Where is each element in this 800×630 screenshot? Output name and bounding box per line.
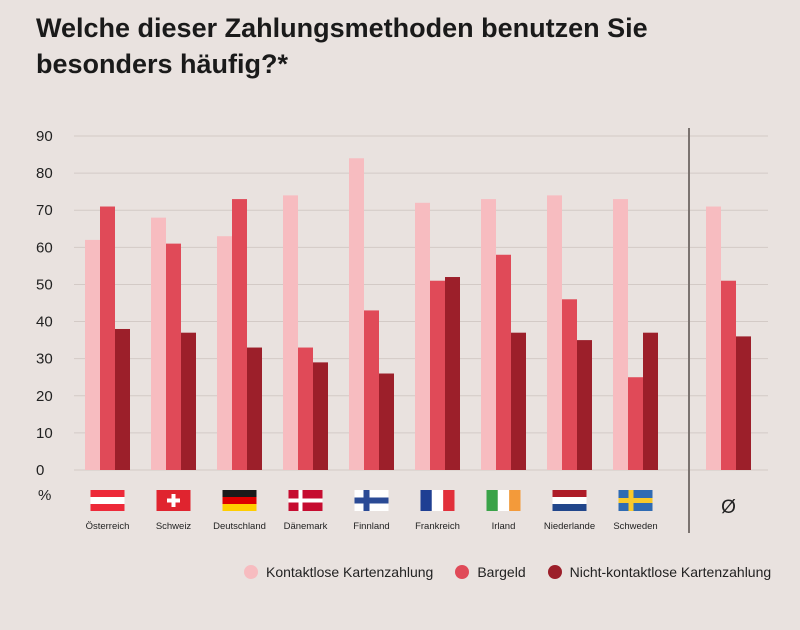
switzerland-flag bbox=[156, 490, 191, 511]
bar-bargeld bbox=[496, 254, 511, 470]
denmark-flag bbox=[288, 490, 323, 511]
y-tick-label: 30 bbox=[36, 351, 53, 368]
bar-kontaktlos bbox=[151, 217, 166, 470]
country-label: Schweiz bbox=[156, 521, 192, 532]
legend-swatch-bargeld bbox=[455, 565, 470, 579]
bar-bargeld bbox=[232, 199, 247, 471]
bar-bargeld bbox=[562, 299, 577, 470]
bar-nicht-kontaktlos bbox=[643, 332, 658, 470]
average-label: Ø bbox=[721, 497, 736, 518]
bar-kontaktlos bbox=[283, 195, 298, 470]
country-label: Irland bbox=[492, 521, 516, 532]
legend: Kontaktlose Kartenzahlung Bargeld Nicht-… bbox=[244, 564, 771, 580]
legend-label-nicht-kontaktlos: Nicht-kontaktlose Kartenzahlung bbox=[569, 564, 772, 580]
y-tick-label: 10 bbox=[36, 425, 53, 442]
austria-flag bbox=[90, 490, 125, 511]
bar-kontaktlos bbox=[613, 199, 628, 471]
bar-kontaktlos bbox=[349, 158, 364, 470]
legend-swatch-nicht-kontaktlos bbox=[547, 565, 562, 579]
y-axis-unit-label: % bbox=[38, 487, 51, 504]
bar-bargeld bbox=[100, 206, 115, 470]
bar-nicht-kontaktlos bbox=[247, 347, 262, 470]
legend-item-bargeld: Bargeld bbox=[455, 564, 526, 580]
bar-nicht-kontaktlos bbox=[511, 332, 526, 470]
bar-nicht-kontaktlos bbox=[577, 340, 592, 470]
bar-average-bargeld bbox=[721, 280, 736, 470]
legend-item-nicht-kontaktlos: Nicht-kontaktlose Kartenzahlung bbox=[547, 564, 772, 580]
legend-item-kontaktlos: Kontaktlose Kartenzahlung bbox=[244, 564, 433, 580]
germany-flag bbox=[222, 490, 257, 511]
y-tick-label: 0 bbox=[36, 462, 44, 479]
country-label: Dänemark bbox=[284, 521, 328, 532]
y-tick-label: 50 bbox=[36, 276, 53, 293]
y-tick-label: 80 bbox=[36, 165, 53, 182]
legend-label-kontaktlos: Kontaktlose Kartenzahlung bbox=[266, 564, 434, 580]
legend-swatch-kontaktlos bbox=[244, 565, 258, 579]
y-tick-label: 20 bbox=[36, 388, 53, 405]
finland-flag bbox=[354, 490, 389, 511]
bar-nicht-kontaktlos bbox=[445, 277, 460, 470]
country-label: Schweden bbox=[613, 521, 657, 532]
bar-average-kontaktlos bbox=[706, 206, 721, 470]
bar-nicht-kontaktlos bbox=[181, 332, 196, 470]
bar-bargeld bbox=[364, 310, 379, 470]
bar-kontaktlos bbox=[217, 236, 232, 470]
legend-label-bargeld: Bargeld bbox=[477, 564, 526, 580]
y-tick-label: 90 bbox=[36, 128, 53, 145]
bar-kontaktlos bbox=[547, 195, 562, 470]
country-label: Finnland bbox=[353, 521, 389, 532]
y-tick-label: 40 bbox=[36, 314, 53, 331]
bar-nicht-kontaktlos bbox=[313, 362, 328, 470]
country-label: Niederlande bbox=[544, 521, 595, 532]
bar-kontaktlos bbox=[85, 239, 100, 470]
bar-nicht-kontaktlos bbox=[115, 328, 130, 470]
chart-title: Welche dieser Zahlungsmethoden benutzen … bbox=[36, 13, 648, 79]
ireland-flag bbox=[486, 490, 521, 511]
bar-nicht-kontaktlos bbox=[379, 373, 394, 470]
bar-bargeld bbox=[628, 377, 643, 470]
country-label: Österreich bbox=[86, 521, 130, 532]
france-flag bbox=[420, 490, 455, 511]
bar-average-nicht-kontaktlos bbox=[736, 336, 751, 470]
bar-kontaktlos bbox=[481, 199, 496, 471]
bar-bargeld bbox=[298, 347, 313, 470]
country-label: Deutschland bbox=[213, 521, 266, 532]
y-tick-label: 60 bbox=[36, 239, 53, 256]
bar-kontaktlos bbox=[415, 202, 430, 471]
netherlands-flag bbox=[552, 490, 587, 511]
bar-bargeld bbox=[430, 280, 445, 470]
bar-bargeld bbox=[166, 243, 181, 470]
y-tick-label: 70 bbox=[36, 202, 53, 219]
sweden-flag bbox=[618, 490, 653, 511]
country-label: Frankreich bbox=[415, 521, 460, 532]
